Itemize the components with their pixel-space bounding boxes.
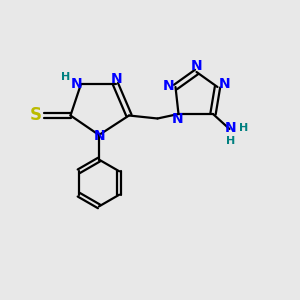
Text: N: N	[71, 77, 82, 91]
Text: H: H	[239, 123, 248, 134]
Text: S: S	[30, 106, 42, 124]
Text: H: H	[226, 136, 236, 146]
Text: N: N	[172, 112, 184, 126]
Text: N: N	[218, 77, 230, 91]
Text: H: H	[61, 72, 70, 82]
Text: N: N	[111, 73, 123, 86]
Text: N: N	[191, 59, 202, 73]
Text: N: N	[94, 129, 105, 142]
Text: N: N	[163, 79, 175, 92]
Text: N: N	[225, 122, 237, 135]
